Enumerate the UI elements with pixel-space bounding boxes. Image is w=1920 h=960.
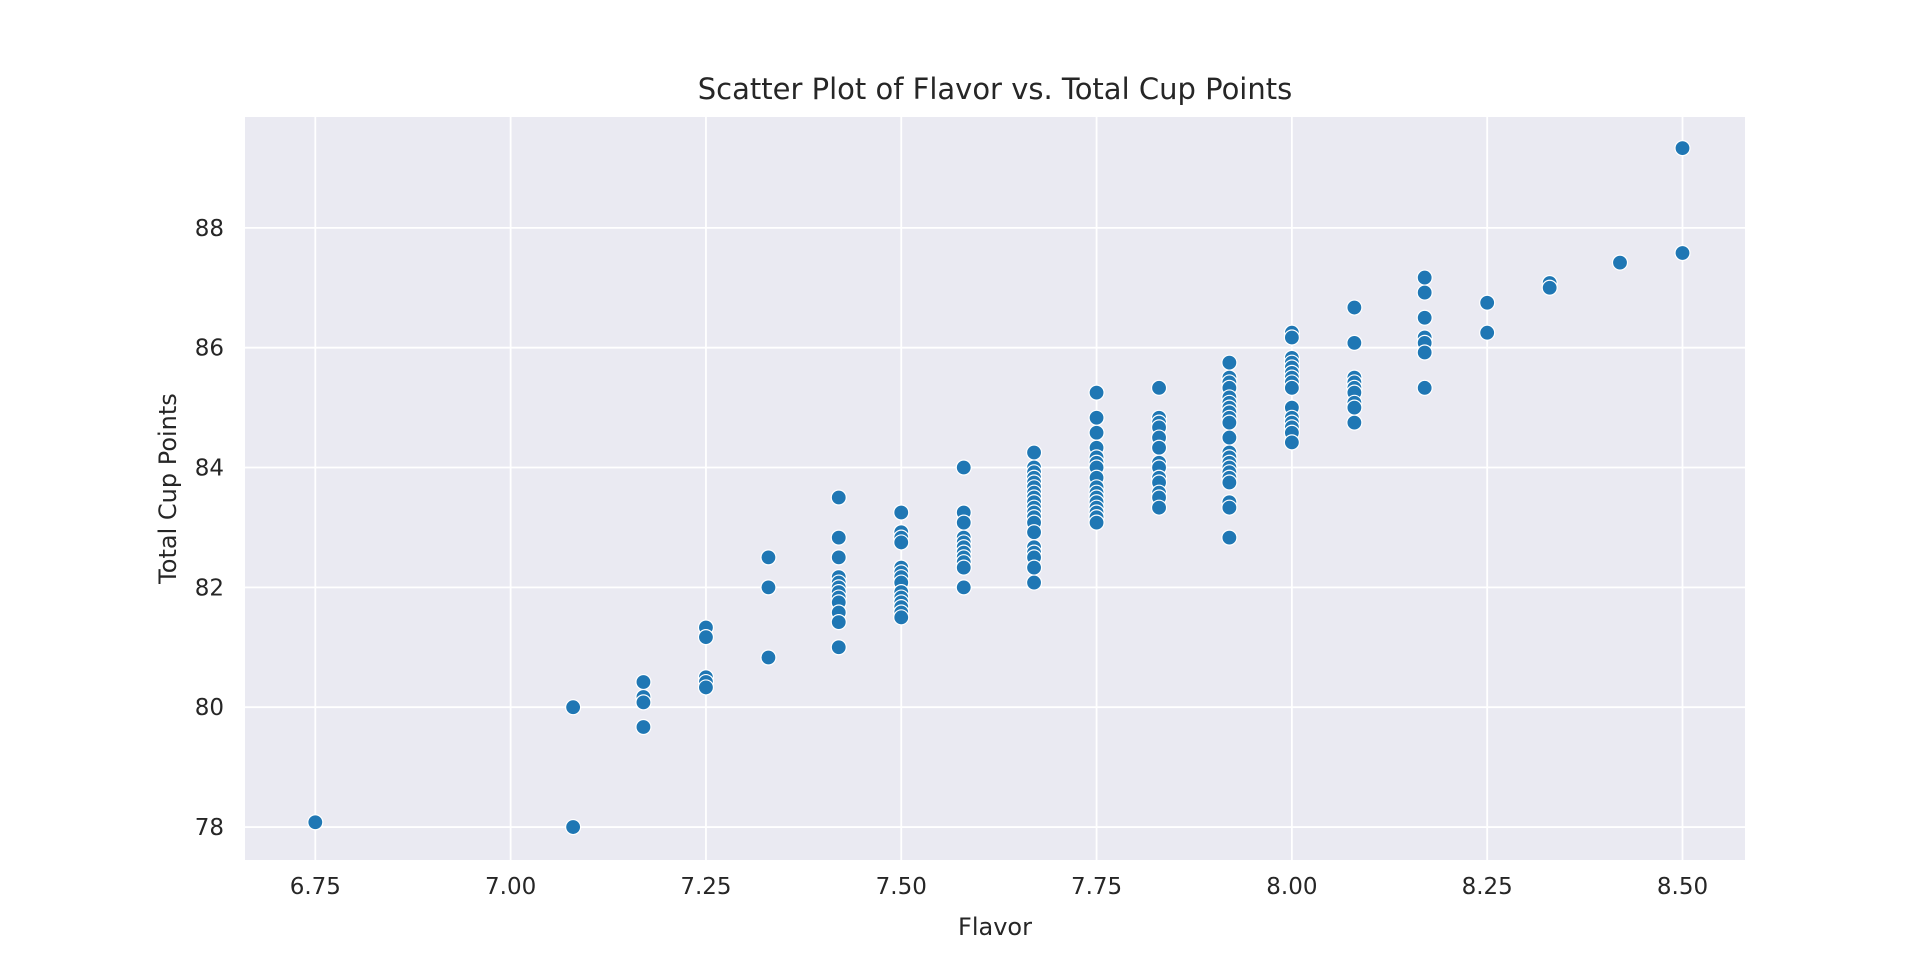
x-tick-label: 8.00 xyxy=(1266,874,1317,900)
grid-lines xyxy=(245,117,1745,860)
data-point xyxy=(1416,344,1433,361)
data-point xyxy=(893,534,910,551)
x-tick-label: 7.25 xyxy=(680,874,731,900)
data-point xyxy=(565,818,582,836)
data-point xyxy=(760,549,777,566)
data-point xyxy=(1283,434,1300,451)
x-tick-label: 8.25 xyxy=(1462,874,1513,900)
x-tick-labels: 6.75 7.00 7.25 7.50 7.75 8.00 8.25 8.50 xyxy=(290,874,1708,900)
data-point xyxy=(1025,444,1043,461)
data-point xyxy=(955,559,972,576)
data-point xyxy=(830,639,847,656)
data-point xyxy=(1221,354,1238,371)
y-tick-label: 88 xyxy=(195,216,224,242)
data-point xyxy=(697,679,715,696)
data-point xyxy=(1221,499,1238,516)
x-tick-label: 7.00 xyxy=(485,874,536,900)
data-point xyxy=(1088,424,1105,441)
data-point xyxy=(955,459,972,476)
data-point xyxy=(1674,244,1691,262)
data-point xyxy=(1674,140,1691,157)
data-point xyxy=(1346,299,1363,316)
y-tick-labels: 78 80 82 84 86 88 xyxy=(195,216,224,841)
data-point xyxy=(1150,439,1168,456)
data-point xyxy=(760,579,777,596)
data-point xyxy=(1346,399,1363,416)
data-point xyxy=(635,673,652,691)
data-point xyxy=(1283,329,1300,346)
data-point xyxy=(955,514,972,531)
data-point xyxy=(1283,379,1300,396)
data-point xyxy=(1025,574,1043,591)
plot-area xyxy=(245,117,1745,860)
data-point xyxy=(697,628,715,646)
x-tick-label: 7.50 xyxy=(876,874,927,900)
data-point xyxy=(1025,559,1043,576)
y-axis-label: Total Cup Points xyxy=(154,393,182,585)
data-point xyxy=(893,504,910,521)
data-point xyxy=(830,489,847,506)
data-point xyxy=(1479,324,1496,341)
y-tick-label: 84 xyxy=(195,456,224,482)
data-point xyxy=(760,649,777,666)
data-point xyxy=(1611,254,1629,271)
data-point xyxy=(1221,529,1238,546)
data-point xyxy=(1221,474,1238,491)
data-point xyxy=(830,614,847,631)
data-point xyxy=(1025,524,1043,541)
data-point xyxy=(1416,284,1433,301)
data-point xyxy=(1088,514,1105,531)
data-point xyxy=(1150,379,1168,396)
y-tick-label: 86 xyxy=(195,336,224,362)
data-point xyxy=(955,579,972,596)
chart-title: Scatter Plot of Flavor vs. Total Cup Poi… xyxy=(698,72,1292,106)
x-axis-label: Flavor xyxy=(958,913,1032,941)
data-point xyxy=(1346,334,1363,351)
data-point xyxy=(1541,279,1558,296)
data-point xyxy=(1088,384,1105,401)
y-tick-label: 78 xyxy=(195,815,224,841)
data-point xyxy=(565,699,582,716)
data-point xyxy=(1479,294,1496,311)
data-point xyxy=(1346,414,1363,431)
data-point xyxy=(1221,429,1238,446)
data-point xyxy=(307,814,324,831)
data-point xyxy=(635,694,652,711)
data-point xyxy=(830,529,847,546)
y-tick-label: 82 xyxy=(195,575,224,601)
data-point xyxy=(1221,414,1238,431)
data-point xyxy=(1416,309,1433,326)
data-point xyxy=(1416,379,1433,396)
data-point xyxy=(893,609,910,626)
x-tick-label: 8.50 xyxy=(1657,874,1708,900)
x-tick-label: 7.75 xyxy=(1071,874,1122,900)
x-tick-label: 6.75 xyxy=(290,874,341,900)
data-point xyxy=(1416,269,1433,286)
y-tick-label: 80 xyxy=(195,695,224,721)
data-points xyxy=(307,140,1691,836)
data-point xyxy=(830,549,847,566)
data-point xyxy=(635,718,652,736)
data-point xyxy=(1150,499,1168,516)
data-point xyxy=(1088,409,1105,426)
